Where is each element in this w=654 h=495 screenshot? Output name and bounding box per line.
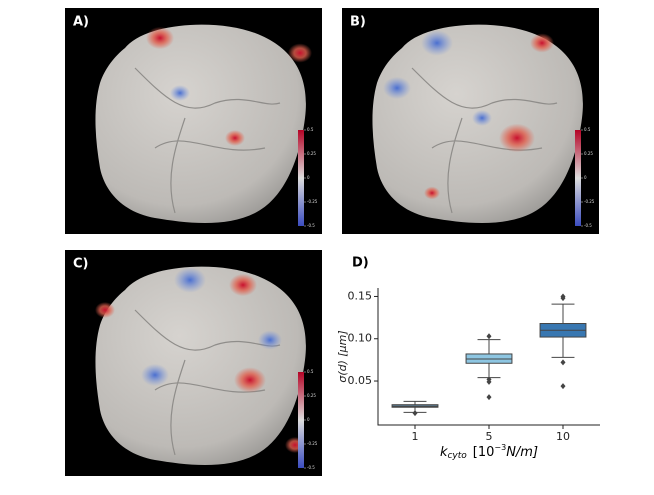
color-spot bbox=[472, 110, 492, 126]
colorbar-label: 0.5 bbox=[307, 127, 314, 132]
color-spot bbox=[499, 123, 535, 153]
colorbar-label: 0 bbox=[307, 417, 310, 422]
colorbar-label: 0.25 bbox=[584, 151, 593, 156]
x-axis-label: kcyto [10−3N/m] bbox=[440, 443, 538, 461]
outlier bbox=[560, 383, 566, 390]
panel-label: C) bbox=[73, 257, 88, 272]
colorbar-label: -0.5 bbox=[307, 223, 315, 228]
color-spot bbox=[530, 33, 554, 53]
color-spot bbox=[424, 186, 440, 200]
image-panel: A) 0.5 0.25 0 -0.25 -0.5 bbox=[65, 8, 322, 234]
colorbar-label: -0.25 bbox=[307, 199, 318, 204]
colorbar-label: 0.5 bbox=[307, 369, 314, 374]
x-tick-label: 5 bbox=[486, 430, 493, 443]
color-spot bbox=[383, 76, 411, 100]
colorbar bbox=[575, 130, 581, 226]
cell-mesh bbox=[95, 24, 306, 223]
outlier bbox=[486, 378, 492, 385]
outlier bbox=[560, 359, 566, 366]
outlier bbox=[412, 410, 418, 417]
image-panel: C) 0.5 0.25 0 -0.25 -0.5 bbox=[65, 250, 322, 476]
cell-mesh bbox=[95, 266, 306, 465]
color-spot bbox=[95, 302, 115, 318]
color-spot bbox=[229, 273, 257, 297]
x-axis-label-part: cyto bbox=[447, 451, 467, 461]
panel-label: D) bbox=[352, 256, 369, 271]
x-axis-label-part: −3 bbox=[494, 443, 506, 452]
colorbar-label: 0 bbox=[584, 175, 587, 180]
color-spot bbox=[146, 26, 174, 50]
outlier bbox=[560, 293, 566, 300]
panel-label: A) bbox=[73, 15, 89, 30]
color-spot bbox=[234, 367, 266, 393]
colorbar-label: 0.25 bbox=[307, 393, 316, 398]
outlier bbox=[486, 394, 492, 401]
color-spot bbox=[258, 330, 282, 350]
x-axis-label-part: N/m] bbox=[506, 445, 538, 460]
image-panel: B) 0.5 0.25 0 -0.25 -0.5 bbox=[342, 8, 599, 234]
x-tick-label: 10 bbox=[556, 430, 570, 443]
color-spot bbox=[225, 130, 245, 146]
color-spot bbox=[174, 267, 206, 293]
x-axis-label-part: [10 bbox=[473, 445, 495, 460]
colorbar-label: -0.25 bbox=[584, 199, 595, 204]
y-tick-label: 0.05 bbox=[348, 374, 373, 387]
color-spot bbox=[141, 363, 169, 387]
axes bbox=[377, 288, 600, 426]
color-spot bbox=[421, 30, 453, 56]
y-axis-label: σ(d) [μm] bbox=[336, 330, 349, 382]
colorbar-label: -0.5 bbox=[584, 223, 592, 228]
colorbar bbox=[298, 130, 304, 226]
outlier bbox=[486, 333, 492, 340]
y-tick-label: 0.15 bbox=[348, 289, 373, 302]
colorbar-label: 0 bbox=[307, 175, 310, 180]
colorbar-label: -0.5 bbox=[307, 465, 315, 470]
y-tick-label: 0.10 bbox=[348, 332, 373, 345]
x-tick-label: 1 bbox=[412, 430, 419, 443]
colorbar bbox=[298, 372, 304, 468]
colorbar-label: -0.25 bbox=[307, 441, 318, 446]
panel-label: B) bbox=[350, 15, 366, 30]
color-spot bbox=[288, 43, 312, 63]
colorbar-label: 0.25 bbox=[307, 151, 316, 156]
x-axis-label-part: k bbox=[440, 445, 448, 460]
mesh-fold bbox=[134, 67, 281, 214]
color-spot bbox=[170, 85, 190, 101]
colorbar-label: 0.5 bbox=[584, 127, 591, 132]
